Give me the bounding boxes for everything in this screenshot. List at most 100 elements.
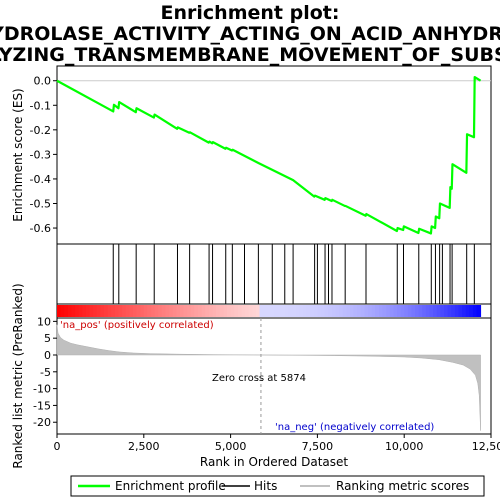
color-bar-cell (407, 305, 412, 317)
legend-profile-label: Enrichment profile (115, 479, 226, 493)
rank-y-axis-ticks: 10 5 0 -5 -10 -15 -20 (33, 315, 57, 429)
color-bar-cell (104, 305, 109, 317)
color-bar-cell (263, 305, 268, 317)
color-bar-cell (331, 305, 336, 317)
color-bar-cell (234, 305, 239, 317)
color-bar-cell (266, 305, 271, 317)
es-y-tick-label: -0.4 (30, 173, 51, 186)
color-bar-cell (274, 305, 279, 317)
es-y-tick-label: -0.6 (30, 222, 51, 235)
color-bar-cell (71, 305, 76, 317)
color-bar-cell (400, 305, 405, 317)
color-bar-cell (118, 305, 123, 317)
color-bar-cell (179, 305, 185, 317)
color-bar-cell (284, 305, 289, 317)
hits-group (112, 244, 475, 304)
color-bar-cell (447, 305, 452, 317)
color-bar-cell (237, 305, 242, 317)
color-bar-cell (292, 305, 297, 317)
color-bar-cell (176, 305, 181, 317)
color-bar-cell (201, 305, 206, 317)
color-bar-cell (226, 305, 232, 317)
color-bar-cell (129, 305, 134, 317)
color-bar-cell (480, 305, 482, 317)
color-bar-cell (82, 305, 87, 317)
color-bar-cell (472, 305, 478, 317)
color-bar-cell (255, 305, 261, 317)
color-bar-cell (375, 305, 380, 317)
color-bar-cell (216, 305, 221, 317)
enrichment-profile-group (56, 75, 482, 235)
x-tick-label: 7,500 (302, 440, 334, 453)
color-bar-cell (89, 305, 94, 317)
color-bar-cell (67, 305, 72, 317)
color-bar-cell (151, 305, 156, 317)
legend-hits-label: Hits (254, 479, 277, 493)
color-bar-cell (194, 305, 199, 317)
color-bar-cell (465, 305, 470, 317)
color-bar-cell (404, 305, 409, 317)
color-bar-cell (321, 305, 326, 317)
color-bar-cell (335, 305, 340, 317)
color-bar-cell (107, 305, 112, 317)
color-bar-cell (317, 305, 322, 317)
color-bar-cell (422, 305, 427, 317)
color-bar-cell (357, 305, 362, 317)
color-bar-cell (205, 305, 210, 317)
enrichment-profile-line (56, 75, 482, 235)
color-bar-cell (85, 305, 91, 317)
color-bar-cell (143, 305, 148, 317)
color-bar-cell (136, 305, 141, 317)
color-bar-cell (219, 305, 224, 317)
color-bar-cell (230, 305, 235, 317)
chart-title-line-2: HYDROLASE_ACTIVITY_ACTING_ON_ACID_ANHYDR… (0, 23, 500, 45)
color-bar-cell (187, 305, 192, 317)
color-bar-cell (169, 305, 174, 317)
color-bar-cell (328, 305, 333, 317)
ranking-metric-group (56, 318, 481, 434)
color-bar-cell (386, 305, 391, 317)
color-bar-cell (75, 305, 80, 317)
color-bar-cell (324, 305, 329, 317)
color-bar-cell (462, 305, 467, 317)
color-bar-cell (302, 305, 308, 317)
color-bar-cell (288, 305, 293, 317)
color-bar-cell (429, 305, 434, 317)
color-bar-cell (165, 305, 170, 317)
color-bar-cell (476, 305, 481, 317)
color-bar-cell (349, 305, 355, 317)
color-bar-cell (371, 305, 376, 317)
chart-title-line-3: ATALYZING_TRANSMEMBRANE_MOVEMENT_OF_SUBS… (0, 44, 500, 66)
color-bar-cell (277, 305, 282, 317)
color-bar-cell (411, 305, 416, 317)
color-bar-cell (425, 305, 431, 317)
x-tick-label: 12,500 (472, 440, 500, 453)
es-y-tick-label: 0.0 (34, 75, 52, 88)
color-bar-cell (190, 305, 195, 317)
color-bar-cell (295, 305, 300, 317)
color-bar-cell (436, 305, 441, 317)
color-bar-cell (382, 305, 387, 317)
color-bar-cell (252, 305, 257, 317)
color-bar-cell (154, 305, 159, 317)
color-bar-cell (270, 305, 275, 317)
color-bar-cell (433, 305, 438, 317)
color-bar-cell (122, 305, 127, 317)
color-bar-cell (259, 305, 264, 317)
color-bar-cell (183, 305, 188, 317)
rank-y-tick-label: -15 (33, 399, 51, 412)
color-bar-cell (469, 305, 474, 317)
color-bar-cell (60, 305, 65, 317)
color-bar-cell (378, 305, 383, 317)
color-bar-cell (299, 305, 304, 317)
color-bar-cell (306, 305, 311, 317)
color-bar-cell (241, 305, 246, 317)
rank-y-tick-label: -5 (40, 366, 51, 379)
x-tick-label: 10,000 (385, 440, 424, 453)
es-y-axis-label: Enrichment score (ES) (11, 88, 25, 221)
color-bar-cell (342, 305, 347, 317)
legend-box (70, 475, 485, 497)
color-bar-cell (147, 305, 152, 317)
color-bar-cell (78, 305, 83, 317)
color-bar-cell (364, 305, 369, 317)
